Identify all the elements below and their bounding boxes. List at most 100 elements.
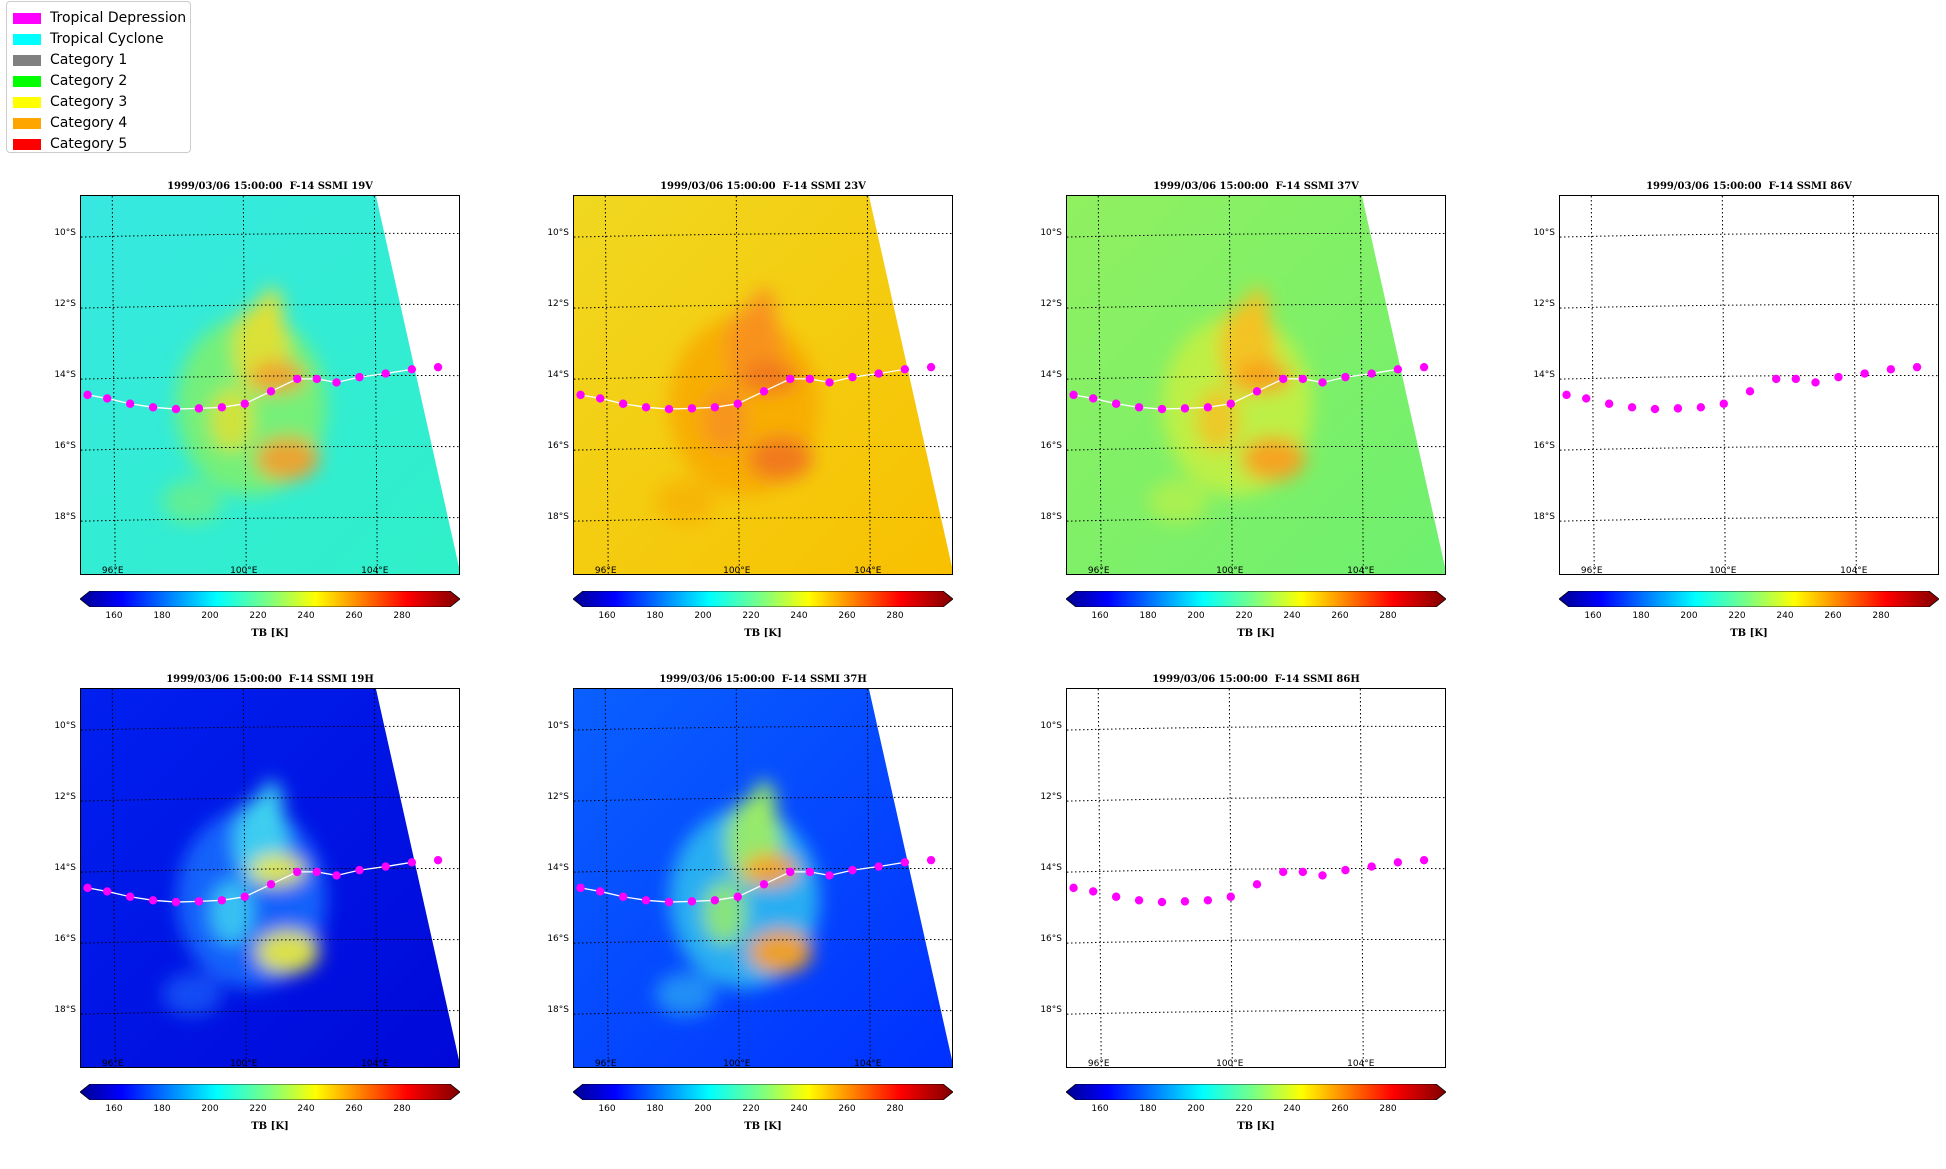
colorbar-tick: 200 [694,611,712,621]
map-panel: 1999/03/06 15:00:00 F-14 SSMI 37V 10°S 12°… [986,181,1447,676]
track-point [1134,403,1144,412]
lon-label: 104°E [361,1059,389,1069]
track-point [407,858,417,867]
track-point [687,897,697,906]
map-panel: 1999/03/06 15:00:00 F-14 SSMI 23V 10°S 12°… [493,181,954,676]
colorbar-label: TB [K] [1730,628,1768,639]
colorbar-tick: 180 [646,611,664,621]
track-point [759,880,769,889]
lon-label: 100°E [230,1059,258,1069]
track-point [825,871,834,880]
lon-label: 104°E [1347,1059,1375,1069]
storm-signature [1148,287,1313,524]
lon-label: 96°E [101,566,124,576]
track-point [664,897,674,907]
track-point [1069,883,1078,893]
lat-label: 10°S [1533,228,1555,239]
track-point [848,865,857,875]
lat-label: 12°S [1533,299,1555,310]
panel-title: 1999/03/06 15:00:00 F-14 SSMI 37H [659,674,867,685]
lat-label: 12°S [1040,299,1062,310]
colorbar-tick: 200 [694,1104,712,1114]
legend-item: Category 1 [13,50,127,70]
track-point [194,404,204,413]
lat-label: 14°S [1533,370,1555,381]
lon-label: 100°E [230,566,258,576]
lat-label: 16°S [1533,441,1555,452]
lat-label: 18°S [547,512,569,523]
lat-label: 14°S [54,863,76,874]
colorbar-tick: 200 [1187,1104,1205,1114]
lat-label: 10°S [1040,228,1062,239]
panel-title: 1999/03/06 15:00:00 F-14 SSMI 86H [1152,674,1360,685]
track-point [332,378,341,387]
colorbar [79,1083,461,1101]
lat-label: 16°S [1040,441,1062,452]
lon-label: 104°E [1347,566,1375,576]
map-svg [574,196,952,574]
panel-title: 1999/03/06 15:00:00 F-14 SSMI 37V [1153,181,1359,192]
lat-label: 18°S [1533,512,1555,523]
lat-label: 12°S [547,792,569,803]
lat-label: 12°S [54,792,76,803]
track-point [1203,896,1213,905]
map-area [80,688,460,1068]
colorbar-tick: 220 [742,611,760,621]
track-point [1203,403,1213,412]
lat-label: 14°S [547,863,569,874]
colorbar-tick: 220 [1235,611,1253,621]
lat-label: 10°S [547,228,569,239]
colorbar-tick: 260 [1331,611,1349,621]
lat-label: 14°S [547,370,569,381]
track-point [125,399,135,408]
lat-label: 12°S [54,299,76,310]
colorbar-label: TB [K] [251,1121,289,1132]
lat-label: 18°S [1040,512,1062,523]
track-point [355,372,364,382]
track-point [407,365,417,374]
track-point [1069,390,1078,400]
track-point [83,883,92,893]
track-point [433,362,443,372]
lat-label: 10°S [54,228,76,239]
map-area [1559,195,1939,575]
track-point [786,867,795,877]
colorbar-tick: 280 [393,1104,411,1114]
colorbar-tick: 160 [105,611,123,621]
track-point [926,362,936,372]
colorbar-tick: 180 [153,611,171,621]
legend-item: Category 3 [13,92,127,112]
colorbar [79,590,461,608]
graticule [574,196,952,574]
track-point [1157,404,1167,414]
track-point [381,369,390,378]
track-point [1912,362,1922,372]
track-point [1089,394,1098,403]
colorbar-tick: 260 [1824,611,1842,621]
track-point [1318,378,1327,387]
track-point [171,897,181,907]
legend-label: Category 5 [50,136,128,152]
graticule [1067,196,1445,574]
storm-signature [655,780,820,1017]
lat-label: 16°S [1040,934,1062,945]
panel-title: 1999/03/06 15:00:00 F-14 SSMI 23V [660,181,866,192]
lat-label: 10°S [547,721,569,732]
legend: Tropical Depression Tropical Cyclone Categ… [6,1,191,153]
lon-label: 100°E [1216,566,1244,576]
track-point [293,867,302,877]
track-point [1772,374,1781,384]
colorbar-label: TB [K] [744,628,782,639]
track-point [1089,887,1098,896]
track-point [1279,867,1288,877]
track-point [900,858,910,867]
track-point [1298,374,1308,384]
legend-swatch [13,138,41,150]
colorbar-tick: 240 [790,1104,808,1114]
track-point [641,403,651,412]
lat-label: 14°S [1040,370,1062,381]
graticule [1560,196,1938,574]
legend-label: Tropical Cyclone [50,31,164,47]
colorbar-tick: 280 [886,1104,904,1114]
map-area [1066,688,1446,1068]
